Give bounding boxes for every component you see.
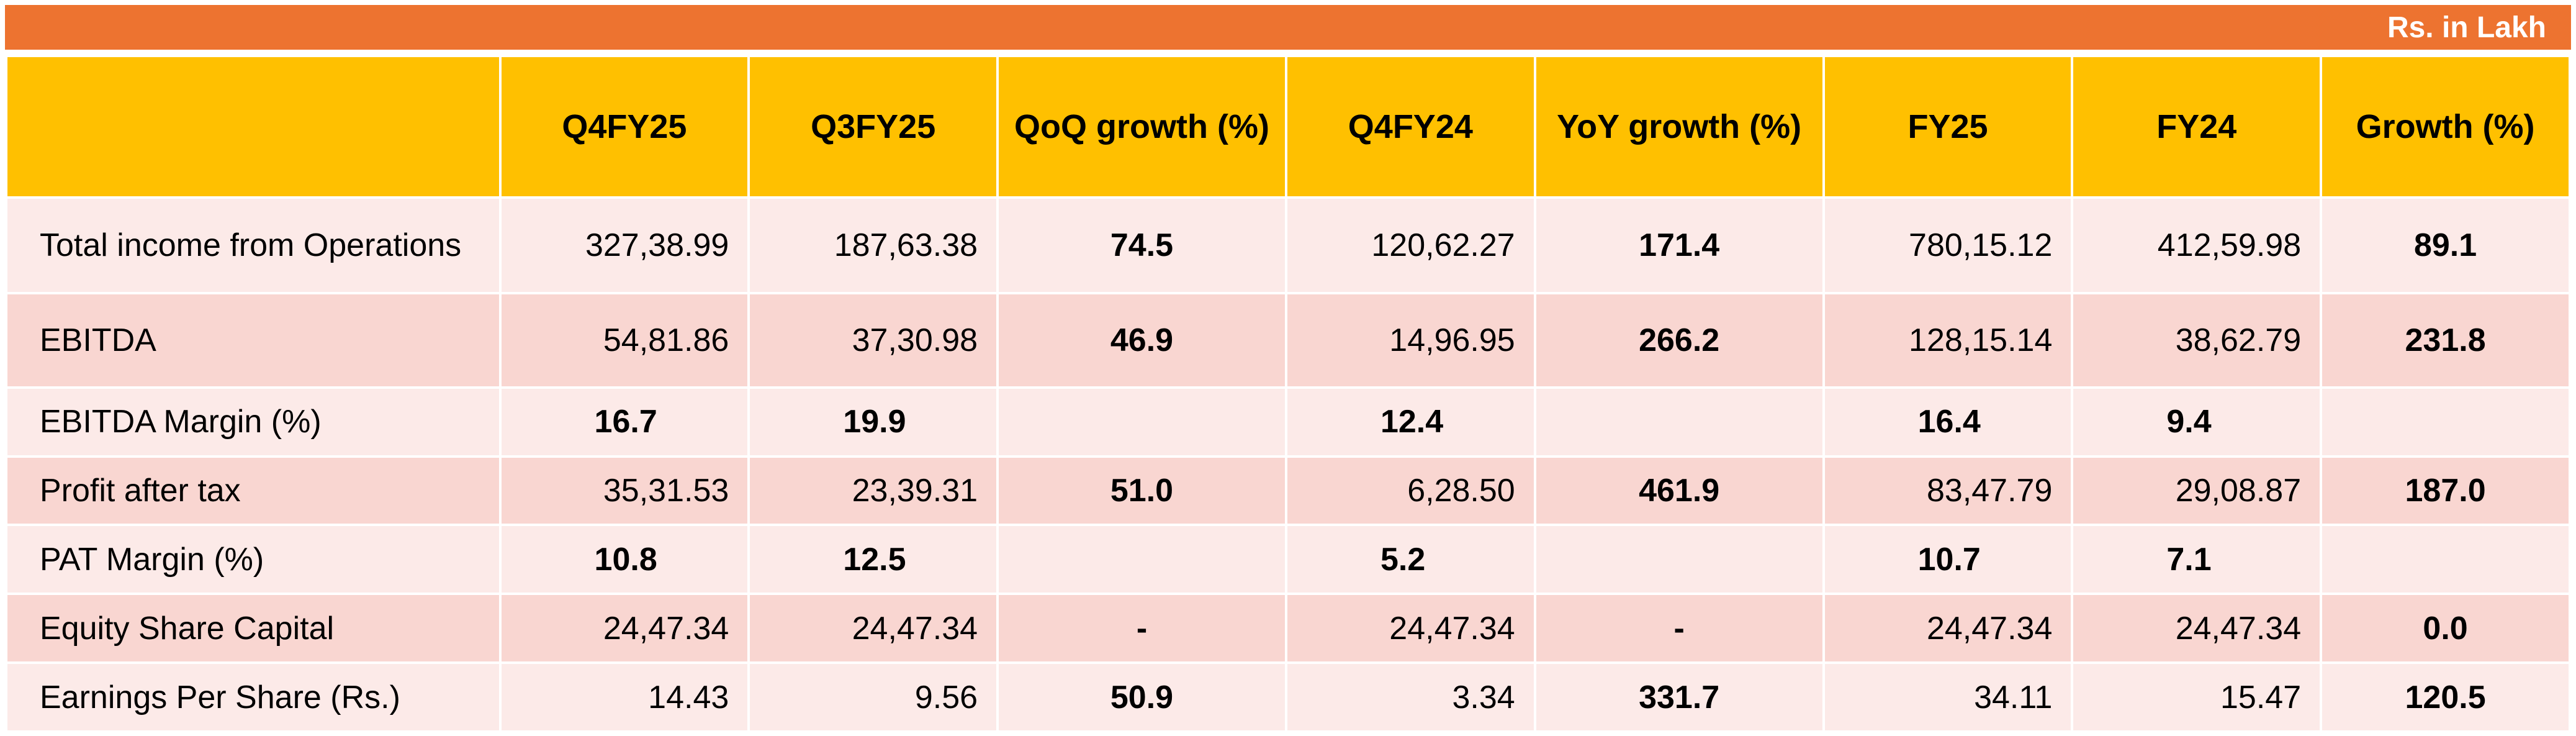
- table-cell: 412,59.98: [2073, 199, 2320, 292]
- table-cell: 35,31.53: [501, 457, 748, 524]
- table-cell: 266.2: [1536, 294, 1822, 386]
- table-row: PAT Margin (%) 10.8 12.5 5.2 10.7 7.1: [7, 526, 2569, 593]
- table-row: Earnings Per Share (Rs.) 14.43 9.56 50.9…: [7, 664, 2569, 730]
- financial-results-table: Q4FY25 Q3FY25 QoQ growth (%) Q4FY24 YoY …: [5, 55, 2571, 733]
- row-label: Equity Share Capital: [7, 595, 499, 662]
- table-row: Equity Share Capital 24,47.34 24,47.34 -…: [7, 595, 2569, 662]
- table-row: EBITDA 54,81.86 37,30.98 46.9 14,96.95 2…: [7, 294, 2569, 386]
- row-label: Total income from Operations: [7, 199, 499, 292]
- table-row: EBITDA Margin (%) 16.7 19.9 12.4 16.4 9.…: [7, 388, 2569, 455]
- table-cell: 9.56: [750, 664, 997, 730]
- table-cell: [999, 526, 1285, 593]
- header-cell-q3fy25: Q3FY25: [750, 57, 997, 196]
- table-cell: 24,47.34: [750, 595, 997, 662]
- table-cell: 0.0: [2322, 595, 2569, 662]
- row-label: PAT Margin (%): [7, 526, 499, 593]
- table-row: Profit after tax 35,31.53 23,39.31 51.0 …: [7, 457, 2569, 524]
- table-cell: 54,81.86: [501, 294, 748, 386]
- table-cell: 24,47.34: [501, 595, 748, 662]
- table-cell: 780,15.12: [1824, 199, 2071, 292]
- table-cell: 50.9: [999, 664, 1285, 730]
- table-cell: 327,38.99: [501, 199, 748, 292]
- table-cell: 24,47.34: [1824, 595, 2071, 662]
- table-cell: 128,15.14: [1824, 294, 2071, 386]
- header-cell-blank: [7, 57, 499, 196]
- table-cell: 74.5: [999, 199, 1285, 292]
- table-cell: 171.4: [1536, 199, 1822, 292]
- table-cell: 34.11: [1824, 664, 2071, 730]
- table-cell: 14.43: [501, 664, 748, 730]
- unit-banner: Rs. in Lakh: [5, 5, 2571, 50]
- table-cell: 461.9: [1536, 457, 1822, 524]
- table-cell: 10.7: [1824, 526, 2071, 593]
- row-label: EBITDA: [7, 294, 499, 386]
- table-cell: 10.8: [501, 526, 748, 593]
- unit-label: Rs. in Lakh: [2387, 11, 2546, 44]
- table-cell: 231.8: [2322, 294, 2569, 386]
- table-cell: 120,62.27: [1287, 199, 1534, 292]
- header-cell-yoy-growth: YoY growth (%): [1536, 57, 1822, 196]
- header-cell-fy25: FY25: [1824, 57, 2071, 196]
- table-cell: 16.4: [1824, 388, 2071, 455]
- table-cell: 14,96.95: [1287, 294, 1534, 386]
- header-row: Q4FY25 Q3FY25 QoQ growth (%) Q4FY24 YoY …: [7, 57, 2569, 196]
- table-cell: [1536, 526, 1822, 593]
- table-cell: 38,62.79: [2073, 294, 2320, 386]
- table-cell: [1536, 388, 1822, 455]
- table-cell: 24,47.34: [1287, 595, 1534, 662]
- row-label: EBITDA Margin (%): [7, 388, 499, 455]
- table-cell: 7.1: [2073, 526, 2320, 593]
- row-label: Earnings Per Share (Rs.): [7, 664, 499, 730]
- table-cell: [2322, 388, 2569, 455]
- table-cell: 187,63.38: [750, 199, 997, 292]
- table-cell: 83,47.79: [1824, 457, 2071, 524]
- table-cell: [2322, 526, 2569, 593]
- table-cell: 24,47.34: [2073, 595, 2320, 662]
- table-cell: -: [1536, 595, 1822, 662]
- row-label: Profit after tax: [7, 457, 499, 524]
- header-cell-fy24: FY24: [2073, 57, 2320, 196]
- header-cell-q4fy24: Q4FY24: [1287, 57, 1534, 196]
- table-cell: [999, 388, 1285, 455]
- table-cell: -: [999, 595, 1285, 662]
- header-cell-q4fy25: Q4FY25: [501, 57, 748, 196]
- table-cell: 5.2: [1287, 526, 1534, 593]
- table-cell: 51.0: [999, 457, 1285, 524]
- header-cell-growth: Growth (%): [2322, 57, 2569, 196]
- table-cell: 9.4: [2073, 388, 2320, 455]
- table-cell: 15.47: [2073, 664, 2320, 730]
- table-cell: 331.7: [1536, 664, 1822, 730]
- table-cell: 120.5: [2322, 664, 2569, 730]
- table-cell: 12.4: [1287, 388, 1534, 455]
- table-cell: 23,39.31: [750, 457, 997, 524]
- table-cell: 16.7: [501, 388, 748, 455]
- table-cell: 29,08.87: [2073, 457, 2320, 524]
- table-cell: 12.5: [750, 526, 997, 593]
- table-cell: 46.9: [999, 294, 1285, 386]
- table-cell: 3.34: [1287, 664, 1534, 730]
- table-cell: 6,28.50: [1287, 457, 1534, 524]
- table-cell: 19.9: [750, 388, 997, 455]
- header-cell-qoq-growth: QoQ growth (%): [999, 57, 1285, 196]
- table-cell: 89.1: [2322, 199, 2569, 292]
- table-row: Total income from Operations 327,38.99 1…: [7, 199, 2569, 292]
- table-cell: 187.0: [2322, 457, 2569, 524]
- table-cell: 37,30.98: [750, 294, 997, 386]
